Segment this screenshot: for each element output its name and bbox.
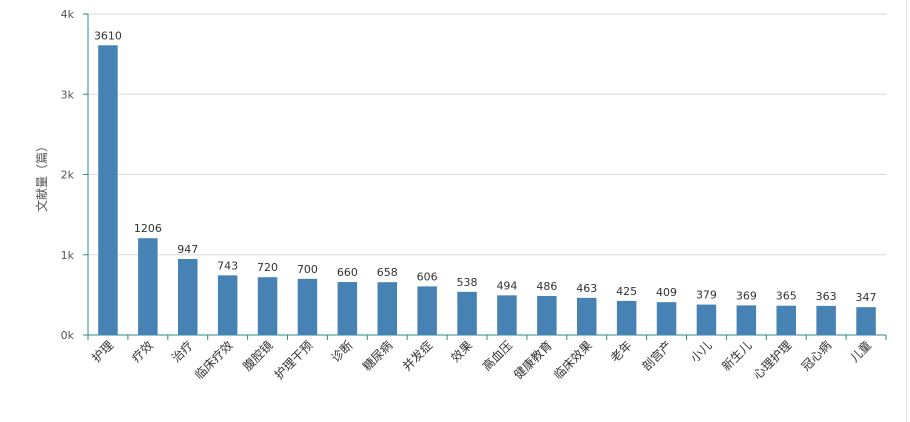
y-tick-label: 0k — [61, 329, 75, 342]
data-label: 425 — [616, 285, 637, 298]
data-label: 379 — [696, 289, 717, 302]
x-tick-label: 疗效 — [128, 338, 156, 366]
data-label: 409 — [656, 286, 677, 299]
bar[interactable] — [377, 282, 398, 335]
bar[interactable] — [98, 45, 118, 336]
data-label: 486 — [536, 280, 557, 293]
data-label: 700 — [297, 263, 318, 276]
data-label: 494 — [496, 279, 517, 292]
x-tick-label: 健康教育 — [510, 338, 555, 383]
x-tick-label: 冠心病 — [798, 338, 834, 374]
x-tick-label: 临床疗效 — [191, 338, 236, 383]
bar[interactable] — [337, 282, 358, 335]
x-tick-label: 小儿 — [688, 338, 715, 365]
data-label: 743 — [217, 259, 238, 272]
data-label: 660 — [337, 266, 358, 279]
data-label: 538 — [457, 276, 478, 289]
bar[interactable] — [816, 305, 836, 335]
y-tick-label: 4k — [61, 8, 75, 21]
x-tick-label: 护理 — [89, 338, 116, 365]
x-tick-label: 儿童 — [847, 338, 875, 366]
grid-lines — [88, 13, 886, 256]
x-tick-label: 临床效果 — [550, 338, 595, 383]
x-tick-label: 效果 — [448, 338, 476, 366]
data-label: 1206 — [134, 222, 162, 235]
x-tick-label: 高血压 — [479, 338, 515, 374]
data-label: 365 — [776, 290, 797, 303]
bar[interactable] — [776, 305, 797, 335]
bar[interactable] — [217, 275, 238, 335]
bar[interactable] — [656, 302, 677, 335]
x-tick-label: 心理护理 — [751, 338, 795, 382]
y-tick-label: 2k — [61, 169, 75, 182]
bar[interactable] — [417, 286, 437, 335]
bar[interactable] — [257, 277, 278, 335]
bar[interactable] — [696, 304, 717, 335]
data-label: 606 — [417, 270, 438, 283]
data-label: 3610 — [94, 29, 122, 42]
x-tick-label: 护理干预 — [272, 338, 316, 382]
data-label: 347 — [856, 291, 877, 304]
y-tick-label: 3k — [61, 88, 75, 101]
data-label: 369 — [736, 289, 757, 302]
bar[interactable] — [138, 238, 158, 335]
bar[interactable] — [457, 291, 477, 335]
x-tick-label: 治疗 — [169, 338, 196, 365]
x-tick-label: 糖尿病 — [359, 338, 395, 374]
bar[interactable] — [577, 297, 597, 335]
data-label: 463 — [576, 282, 597, 295]
data-labels: 3610 1206 947 743 720 700 660 658 606 538 494 486 46… — [94, 29, 877, 304]
bar[interactable] — [537, 295, 557, 335]
bar[interactable] — [297, 278, 318, 335]
x-tick-label: 老年 — [608, 338, 635, 365]
bar[interactable] — [497, 295, 517, 335]
bars — [98, 45, 876, 336]
data-label: 947 — [177, 243, 198, 256]
bar[interactable] — [178, 259, 198, 335]
x-tick-label: 腹腔镜 — [240, 338, 276, 374]
bar[interactable] — [856, 307, 876, 335]
x-tick-label: 新生儿 — [718, 338, 754, 374]
y-axis-title: 文献量（篇） — [34, 140, 49, 212]
x-tick-label: 诊断 — [328, 338, 356, 366]
data-label: 720 — [257, 261, 278, 274]
x-tick-label: 剖宫产 — [639, 338, 675, 374]
axes — [83, 13, 887, 340]
y-tick-label: 1k — [61, 249, 75, 262]
y-tick-labels: 0k 1k 2k 3k 4k — [61, 8, 75, 342]
data-label: 658 — [377, 266, 398, 279]
data-label: 363 — [816, 290, 837, 303]
bar[interactable] — [736, 305, 757, 335]
x-tick-label: 并发症 — [399, 338, 435, 374]
right-divider — [906, 0, 907, 422]
bar[interactable] — [616, 300, 637, 335]
